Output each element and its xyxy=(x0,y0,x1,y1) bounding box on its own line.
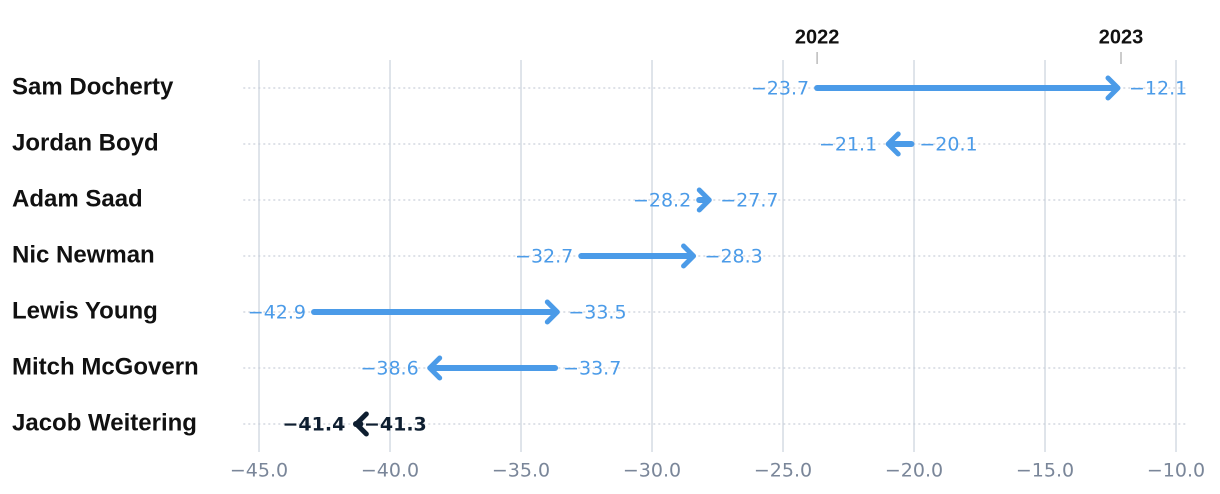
category-label: Nic Newman xyxy=(12,241,155,268)
x-tick-label: −35.0 xyxy=(492,460,550,482)
x-tick-label: −25.0 xyxy=(754,460,812,482)
category-label: Adam Saad xyxy=(12,185,143,212)
value-label: −28.3 xyxy=(705,246,763,268)
x-tick-label: −15.0 xyxy=(1016,460,1074,482)
value-label: −33.5 xyxy=(568,302,626,324)
arrow-head xyxy=(681,243,697,269)
arrow-head xyxy=(696,187,712,213)
value-label: −20.1 xyxy=(919,134,977,156)
x-tick-label: −40.0 xyxy=(361,460,419,482)
category-label: Lewis Young xyxy=(12,297,158,324)
category-label: Mitch McGovern xyxy=(12,353,199,380)
arrow-head xyxy=(427,355,443,381)
arrow-head xyxy=(544,299,560,325)
arrow-head xyxy=(353,411,369,437)
legend-label: 2022 xyxy=(795,26,840,48)
value-label: −27.7 xyxy=(720,190,778,212)
value-label: −41.3 xyxy=(364,414,427,436)
legend-label: 2023 xyxy=(1099,26,1144,48)
x-tick-label: −20.0 xyxy=(885,460,943,482)
arrow-head xyxy=(1105,75,1121,101)
value-label: −38.6 xyxy=(360,358,418,380)
x-tick-label: −30.0 xyxy=(623,460,681,482)
value-label: −33.7 xyxy=(563,358,621,380)
x-tick-label: −10.0 xyxy=(1147,460,1205,482)
value-label: −23.7 xyxy=(751,78,809,100)
category-label: Sam Docherty xyxy=(12,73,174,100)
value-label: −12.1 xyxy=(1129,78,1187,100)
value-label: −32.7 xyxy=(515,246,573,268)
arrow-head xyxy=(885,131,901,157)
category-label: Jacob Weitering xyxy=(12,409,197,436)
value-label: −42.9 xyxy=(248,302,306,324)
value-label: −21.1 xyxy=(819,134,877,156)
value-label: −28.2 xyxy=(633,190,691,212)
value-label: −41.4 xyxy=(283,414,346,436)
category-label: Jordan Boyd xyxy=(12,129,159,156)
x-tick-label: −45.0 xyxy=(230,460,288,482)
